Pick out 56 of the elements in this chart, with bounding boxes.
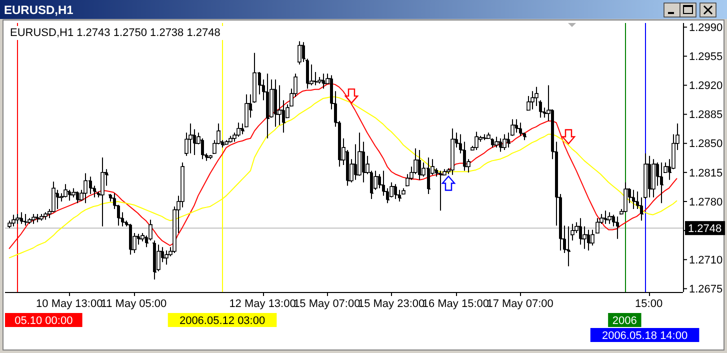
candlestick [298, 40, 302, 66]
text: 2006.05.18 14:00 [602, 330, 688, 342]
x-tick-label: 12 May 13:00 [229, 298, 296, 310]
candlestick [482, 134, 487, 141]
x-tick-label: 10 May 13:00 [36, 298, 103, 310]
x-tick-label: 15 May 07:00 [294, 298, 360, 310]
x-tick-label: 16 May 15:00 [422, 298, 489, 310]
text: 05.10 00:00 [14, 314, 73, 327]
candlestick [32, 213, 36, 224]
candlestick [502, 134, 506, 151]
candlestick [474, 131, 478, 151]
candlestick [236, 122, 240, 138]
x-tick-label: 15 May 23:00 [358, 298, 425, 310]
candlestick [530, 90, 534, 110]
text: 2006.05.12 03:00 [179, 314, 266, 327]
candlestick [44, 212, 48, 220]
chart-title: EURUSD,H1 [4, 3, 74, 17]
y-tick-label: 1.2850 [689, 138, 723, 150]
y-tick-label: 1.2990 [689, 22, 723, 34]
y-tick-label: 1.2955 [689, 51, 723, 64]
candlestick [596, 218, 600, 234]
y-tick-label: 1.2780 [689, 196, 723, 208]
x-tick-label: 17 May 07:00 [486, 298, 554, 310]
ref-line-label: 1.2748 [688, 222, 722, 235]
candlestick [608, 212, 612, 224]
candlestick [39, 213, 44, 222]
y-tick-label: 1.2710 [689, 254, 723, 266]
candlestick [652, 158, 656, 198]
candlestick [164, 250, 168, 266]
candlestick [16, 213, 20, 224]
x-tick-label: 11 May 05:00 [100, 298, 167, 310]
chart-subtitle: EURUSD,H1 1.2743 1.2750 1.2738 1.2748 [10, 27, 220, 39]
x-tick-label: 15:00 [635, 298, 663, 310]
point [344, 88, 358, 104]
candlestick [374, 170, 378, 190]
point [442, 176, 456, 191]
candlestick [624, 182, 628, 213]
candlestick [208, 154, 213, 160]
y-tick-label: 1.2815 [689, 167, 723, 180]
candlestick [494, 136, 498, 148]
candlestick [224, 140, 229, 145]
candlestick [156, 244, 160, 272]
point [562, 129, 576, 144]
candlestick [317, 76, 322, 84]
candlestick [450, 128, 454, 176]
y-tick-label: 1.2675 [689, 284, 723, 296]
y-tick-label: 1.2920 [689, 80, 723, 92]
y-tick-label: 1.2885 [689, 109, 723, 122]
candlestick [27, 218, 32, 224]
candlestick [188, 122, 192, 154]
candlestick [100, 157, 104, 227]
candlestick [228, 135, 233, 144]
candlestick [12, 214, 16, 227]
candlestick [64, 184, 68, 198]
text: 2006 [612, 314, 637, 327]
candlestick [590, 229, 594, 246]
